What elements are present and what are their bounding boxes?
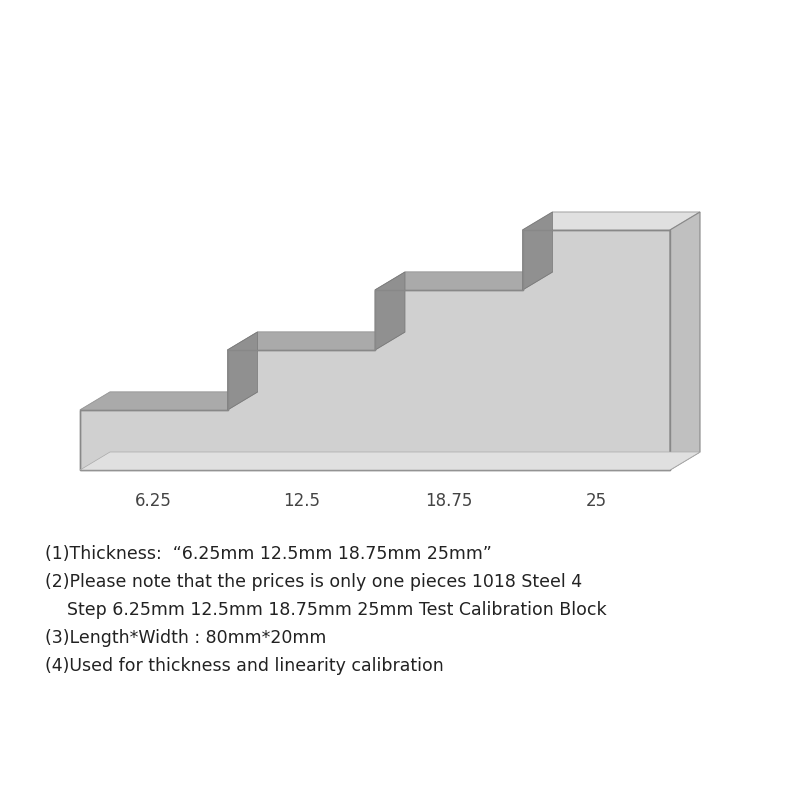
Text: (3)Length*Width : 80mm*20mm: (3)Length*Width : 80mm*20mm — [45, 629, 326, 647]
Polygon shape — [375, 272, 553, 290]
Polygon shape — [80, 452, 700, 470]
Polygon shape — [80, 392, 258, 410]
Text: (1)Thickness:  “6.25mm 12.5mm 18.75mm 25mm”: (1)Thickness: “6.25mm 12.5mm 18.75mm 25m… — [45, 545, 492, 563]
Polygon shape — [80, 230, 670, 470]
Polygon shape — [375, 272, 553, 290]
Text: 12.5: 12.5 — [282, 492, 320, 510]
Text: (2)Please note that the prices is only one pieces 1018 Steel 4: (2)Please note that the prices is only o… — [45, 573, 582, 591]
Text: 25: 25 — [586, 492, 607, 510]
Polygon shape — [80, 392, 258, 410]
Polygon shape — [522, 212, 700, 230]
Polygon shape — [227, 332, 258, 410]
Polygon shape — [670, 212, 700, 470]
Polygon shape — [375, 272, 405, 350]
Polygon shape — [227, 332, 405, 350]
Polygon shape — [227, 332, 405, 350]
Text: Step 6.25mm 12.5mm 18.75mm 25mm Test Calibration Block: Step 6.25mm 12.5mm 18.75mm 25mm Test Cal… — [45, 601, 606, 619]
Text: (4)Used for thickness and linearity calibration: (4)Used for thickness and linearity cali… — [45, 657, 444, 675]
Text: 6.25: 6.25 — [135, 492, 172, 510]
Text: 18.75: 18.75 — [425, 492, 473, 510]
Polygon shape — [522, 212, 553, 290]
